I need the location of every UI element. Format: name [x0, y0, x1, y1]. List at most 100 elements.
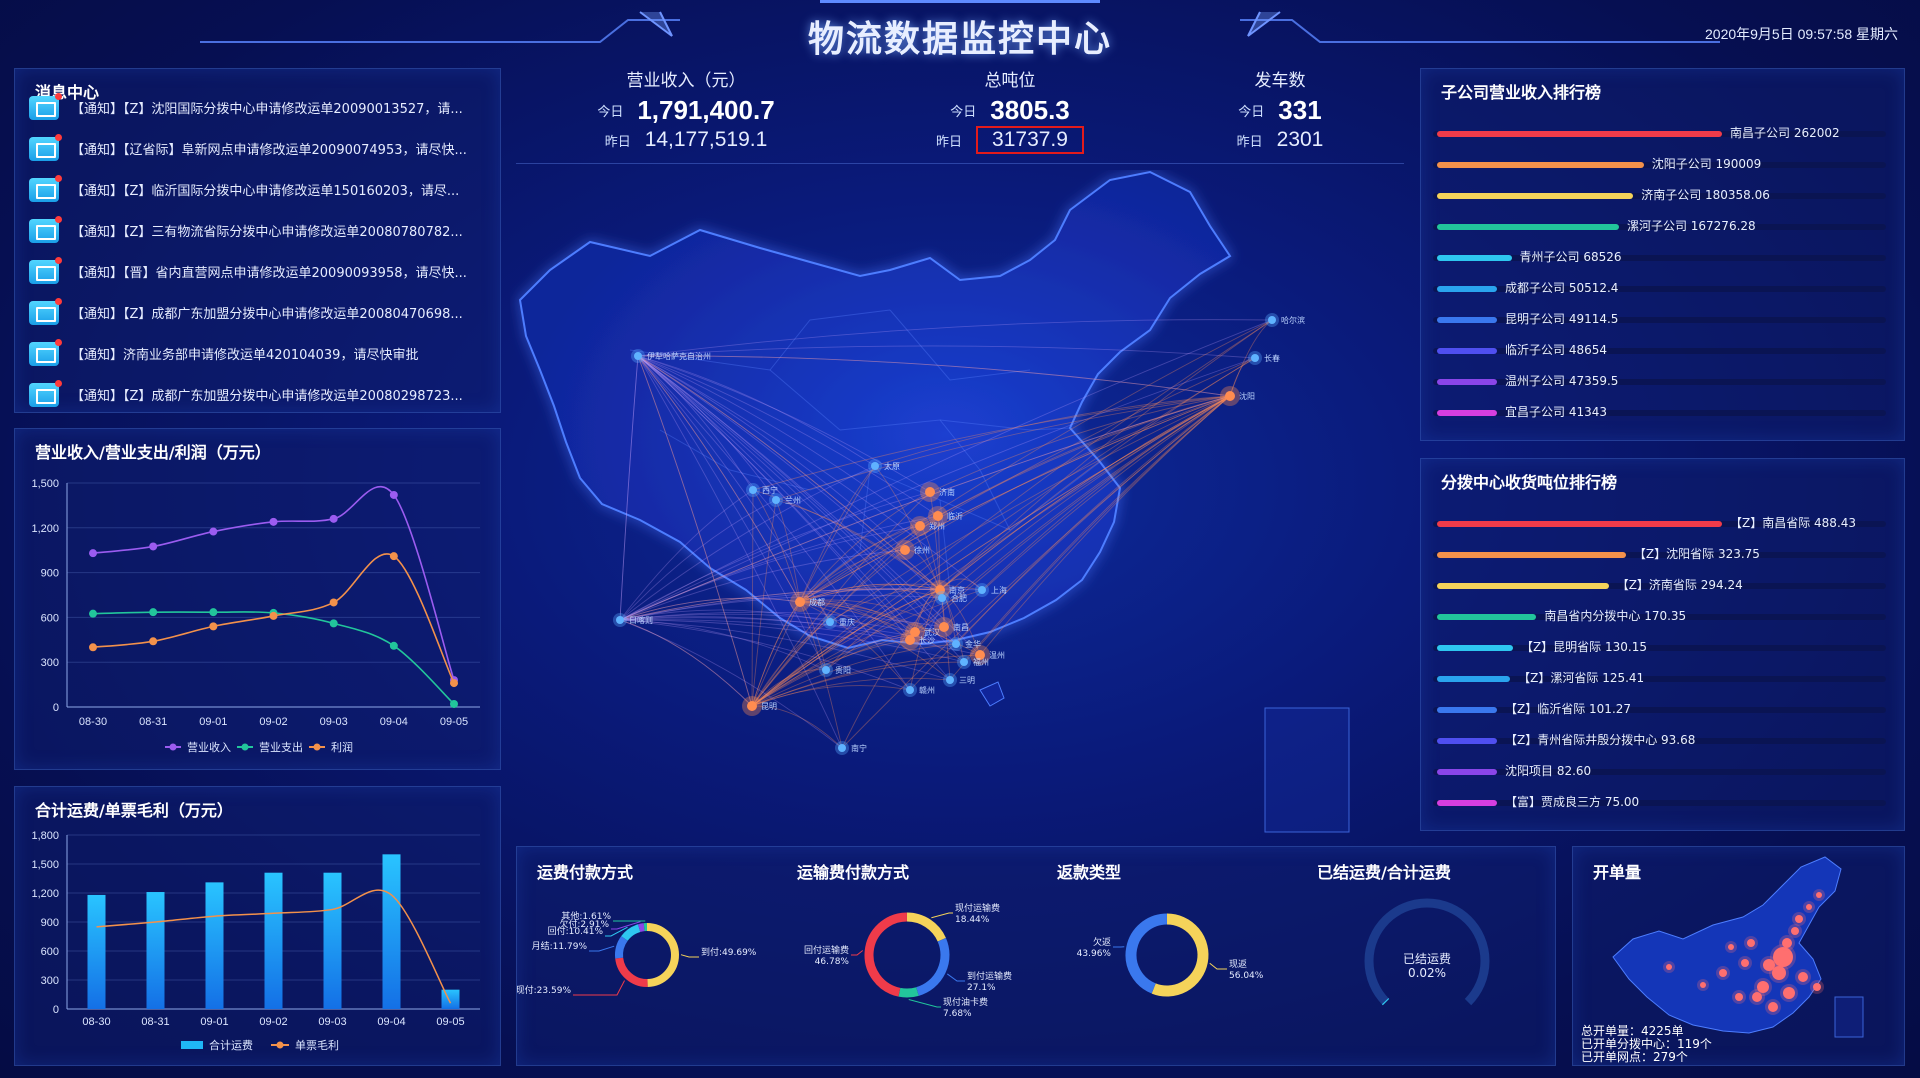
data-point[interactable] — [329, 619, 338, 628]
legend-label[interactable]: 单票毛利 — [295, 1039, 339, 1052]
legend-label[interactable]: 合计运费 — [209, 1038, 253, 1052]
city-node[interactable]: 兰州 — [769, 493, 801, 507]
order-dot — [1719, 969, 1727, 977]
route-line — [799, 395, 1231, 603]
data-point[interactable] — [389, 552, 398, 561]
city-node[interactable]: 重庆 — [823, 615, 855, 629]
city-node[interactable]: 长沙 — [900, 630, 935, 650]
city-node[interactable]: 长春 — [1248, 351, 1280, 365]
legend-label[interactable]: 营业收入 — [187, 740, 231, 754]
message-item[interactable]: 【通知】【Z】成都广东加盟分拨中心申请修改运单20080470698... — [29, 292, 490, 333]
province-border — [1009, 461, 1101, 531]
data-point[interactable] — [450, 679, 458, 688]
city-label: 徐州 — [914, 545, 930, 555]
donut-slice[interactable] — [638, 923, 645, 932]
bar[interactable] — [264, 872, 283, 1009]
city-node[interactable]: 上海 — [975, 583, 1007, 597]
city-node[interactable]: 伊犁哈萨克自治州 — [631, 349, 711, 363]
donut-slice[interactable] — [646, 923, 679, 987]
city-label: 成都 — [809, 597, 825, 607]
data-point[interactable] — [209, 527, 218, 536]
donut-slice[interactable] — [615, 957, 648, 987]
message-item[interactable]: 【通知】【Z】沈阳国际分拨中心申请修改运单20090013527，请... — [29, 87, 490, 128]
bar[interactable] — [87, 894, 106, 1009]
city-node[interactable]: 太原 — [868, 459, 900, 473]
data-point[interactable] — [389, 641, 398, 650]
city-node[interactable]: 成都 — [790, 592, 825, 612]
route-line — [619, 619, 827, 671]
city-node[interactable]: 济南 — [920, 482, 955, 502]
city-node[interactable]: 南京 — [930, 580, 965, 600]
donut-slice[interactable] — [1125, 913, 1168, 994]
data-point[interactable] — [450, 700, 458, 709]
page-title: 物流数据监控中心 — [807, 19, 1112, 60]
city-node[interactable]: 三明 — [943, 673, 975, 687]
donut-slice[interactable] — [916, 937, 950, 996]
donut-slice[interactable] — [1151, 913, 1209, 997]
data-point[interactable] — [269, 517, 278, 526]
data-point[interactable] — [149, 608, 158, 617]
data-point[interactable] — [89, 549, 97, 558]
rank-label: 【Z】济南省际 294.24 — [1616, 578, 1743, 592]
message-item[interactable]: 【通知】济南业务部申请修改运单420104039，请尽快审批 — [29, 333, 490, 374]
message-item[interactable]: 【通知】【Z】三有物流省际分拨中心申请修改运单20080780782... — [29, 210, 490, 251]
city-node[interactable]: 临沂 — [928, 506, 963, 526]
city-dot — [946, 676, 954, 684]
city-node[interactable]: 温州 — [970, 645, 1005, 665]
route-line — [909, 589, 941, 691]
city-node[interactable]: 沈阳 — [1220, 386, 1255, 406]
data-point[interactable] — [329, 598, 338, 607]
message-item[interactable]: 【通知】【辽省际】阜新网点申请修改运单20090074953，请尽快... — [29, 128, 490, 169]
data-point[interactable] — [389, 490, 398, 499]
donut-slice[interactable] — [906, 912, 946, 942]
data-point[interactable] — [269, 611, 278, 620]
city-node[interactable]: 贵阳 — [819, 663, 851, 677]
city-node[interactable]: 赣州 — [903, 683, 935, 697]
bar[interactable] — [205, 882, 224, 1009]
bar[interactable] — [382, 854, 401, 1009]
order-dot — [1763, 959, 1775, 971]
city-node[interactable]: 南昌 — [934, 617, 969, 637]
city-node[interactable]: 哈尔滨 — [1265, 313, 1305, 327]
rank-track — [1433, 645, 1886, 651]
city-node[interactable]: 徐州 — [895, 540, 930, 560]
city-node[interactable]: 西宁 — [746, 483, 778, 497]
rank-track — [1433, 286, 1886, 292]
data-point[interactable] — [209, 608, 218, 617]
data-point[interactable] — [329, 514, 338, 523]
data-point[interactable] — [89, 643, 97, 652]
message-item[interactable]: 【通知】【Z】临沂国际分拨中心申请修改运单150160203，请尽... — [29, 169, 490, 210]
data-point[interactable] — [149, 542, 158, 551]
bar[interactable] — [146, 892, 165, 1009]
city-node[interactable]: 郑州 — [910, 516, 945, 536]
rank-bar — [1437, 769, 1497, 775]
route-line — [799, 599, 945, 628]
rank-bar — [1437, 410, 1497, 416]
city-node[interactable]: 南宁 — [835, 741, 867, 755]
data-point[interactable] — [149, 637, 158, 646]
message-item[interactable]: 【通知】【Z】成都广东加盟分拨中心申请修改运单20080298723... — [29, 374, 490, 412]
donut-slice[interactable] — [621, 924, 641, 941]
donut-slice[interactable] — [615, 936, 628, 959]
bar[interactable] — [323, 872, 342, 1009]
city-node[interactable]: 日喀则 — [613, 613, 653, 627]
rank-label: 【Z】漯河省际 125.41 — [1518, 671, 1645, 685]
city-node[interactable]: 金华 — [949, 637, 981, 651]
legend-label[interactable]: 利润 — [331, 740, 353, 754]
city-node[interactable]: 昆明 — [742, 696, 777, 716]
legend-label[interactable]: 营业支出 — [259, 740, 303, 754]
city-node[interactable]: 福州 — [957, 655, 989, 669]
slice-label: 7.68% — [943, 1009, 972, 1019]
city-dot — [822, 666, 830, 674]
donut-slice[interactable] — [864, 912, 908, 997]
donut-slice[interactable] — [898, 987, 919, 998]
message-item[interactable]: 【通知】【晋】省内直营网点申请修改运单20090093958，请尽快... — [29, 251, 490, 292]
city-node[interactable]: 合肥 — [935, 591, 967, 605]
bar[interactable] — [441, 989, 460, 1009]
rank-label: 沈阳子公司 190009 — [1651, 157, 1762, 171]
province-border — [839, 419, 981, 471]
data-point[interactable] — [209, 622, 218, 631]
data-point[interactable] — [89, 609, 97, 618]
route-line — [619, 613, 916, 633]
